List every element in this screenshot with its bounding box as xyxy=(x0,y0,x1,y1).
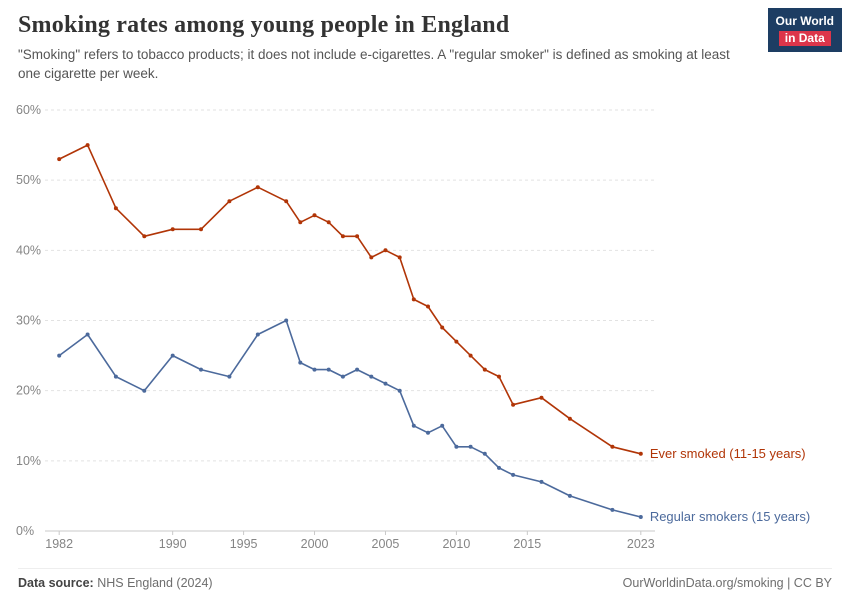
data-point-marker xyxy=(85,332,90,337)
x-tick-label: 2015 xyxy=(513,537,541,551)
data-point-marker xyxy=(426,304,430,309)
data-point-marker xyxy=(539,479,544,484)
y-tick-label: 0% xyxy=(16,524,34,538)
data-point-marker xyxy=(440,423,445,428)
data-point-marker xyxy=(638,515,643,519)
data-point-marker xyxy=(85,143,90,148)
y-tick-label: 40% xyxy=(16,243,41,257)
data-point-marker xyxy=(199,367,203,372)
data-point-marker xyxy=(497,374,501,379)
y-tick-label: 30% xyxy=(16,314,41,328)
data-point-marker xyxy=(369,374,374,379)
data-point-marker xyxy=(397,388,402,393)
data-point-marker xyxy=(638,451,643,456)
data-point-marker xyxy=(326,220,331,225)
chart-header: Smoking rates among young people in Engl… xyxy=(18,12,750,84)
data-point-marker xyxy=(326,367,331,372)
data-point-marker xyxy=(142,388,147,393)
data-point-marker xyxy=(113,206,118,211)
data-point-marker xyxy=(284,318,289,323)
logo-line1: Our World xyxy=(775,14,834,28)
x-tick-label: 2010 xyxy=(442,537,470,551)
data-point-marker xyxy=(227,199,232,204)
data-point-marker xyxy=(440,325,445,330)
data-point-marker xyxy=(610,507,615,512)
series-line-regular-smokers-15-years[interactable] xyxy=(58,319,641,518)
credit-link[interactable]: OurWorldinData.org/smoking | CC BY xyxy=(622,576,832,590)
data-point-marker xyxy=(497,465,501,470)
data-point-marker xyxy=(567,493,572,498)
y-tick-label: 10% xyxy=(16,454,41,468)
data-point-marker xyxy=(227,374,232,379)
data-point-marker xyxy=(383,248,388,253)
data-point-marker xyxy=(142,234,147,239)
y-tick-label: 20% xyxy=(16,384,41,398)
data-point-marker xyxy=(426,430,430,435)
data-point-marker xyxy=(397,255,402,260)
data-point-marker xyxy=(284,199,289,204)
x-tick-label: 1982 xyxy=(45,537,73,551)
y-tick-label: 60% xyxy=(16,103,41,117)
chart-footer: Data source: NHS England (2024) OurWorld… xyxy=(18,568,832,590)
data-point-marker xyxy=(468,353,473,358)
data-point-marker xyxy=(170,353,175,358)
data-point-marker xyxy=(454,339,459,344)
x-tick-label: 2023 xyxy=(627,537,655,551)
data-point-marker xyxy=(383,381,388,386)
data-point-marker xyxy=(454,444,459,449)
logo-line2: in Data xyxy=(778,30,831,47)
data-point-marker xyxy=(511,402,516,407)
owid-logo[interactable]: Our World in Data xyxy=(767,8,842,53)
x-tick-label: 2005 xyxy=(372,537,400,551)
data-source-value: NHS England (2024) xyxy=(97,576,213,590)
series-label-ever-smoked-11-15-years[interactable]: Ever smoked (11-15 years) xyxy=(650,446,806,461)
data-point-marker xyxy=(312,367,317,372)
page-title: Smoking rates among young people in Engl… xyxy=(18,12,510,38)
data-point-marker xyxy=(567,416,572,421)
data-point-marker xyxy=(355,234,360,239)
y-tick-label: 50% xyxy=(16,173,41,187)
data-point-marker xyxy=(199,227,203,232)
x-tick-label: 1990 xyxy=(159,537,187,551)
data-point-marker xyxy=(57,353,62,358)
x-tick-label: 2000 xyxy=(301,537,329,551)
data-point-marker xyxy=(340,234,345,239)
data-point-marker xyxy=(539,395,544,400)
data-point-marker xyxy=(312,213,317,218)
data-point-marker xyxy=(482,451,487,456)
chart-subtitle: "Smoking" refers to tobacco products; it… xyxy=(18,47,730,81)
x-tick-label: 1995 xyxy=(230,537,258,551)
data-point-marker xyxy=(511,472,516,477)
data-point-marker xyxy=(411,423,416,428)
data-point-marker xyxy=(411,297,416,302)
data-point-marker xyxy=(57,157,62,162)
data-point-marker xyxy=(610,444,615,449)
data-point-marker xyxy=(482,367,487,372)
line-chart[interactable]: 0% 10% 20% 30% 40% 50% 60% 1982 1990 1995 2000 2005… xyxy=(0,95,850,565)
data-point-marker xyxy=(298,360,303,365)
data-point-marker xyxy=(340,374,345,379)
data-point-marker xyxy=(468,444,473,449)
data-point-marker xyxy=(298,220,303,225)
series-label-regular-smokers-15-years[interactable]: Regular smokers (15 years) xyxy=(650,509,810,524)
series-line-ever-smoked-11-15-years[interactable] xyxy=(58,144,641,455)
data-point-marker xyxy=(170,227,175,232)
data-point-marker xyxy=(255,332,260,337)
data-point-marker xyxy=(113,374,118,379)
data-point-marker xyxy=(369,255,374,260)
data-point-marker xyxy=(355,367,360,372)
data-source: Data source: NHS England (2024) xyxy=(18,576,213,590)
data-point-marker xyxy=(255,185,260,190)
data-source-label: Data source: xyxy=(18,576,94,590)
